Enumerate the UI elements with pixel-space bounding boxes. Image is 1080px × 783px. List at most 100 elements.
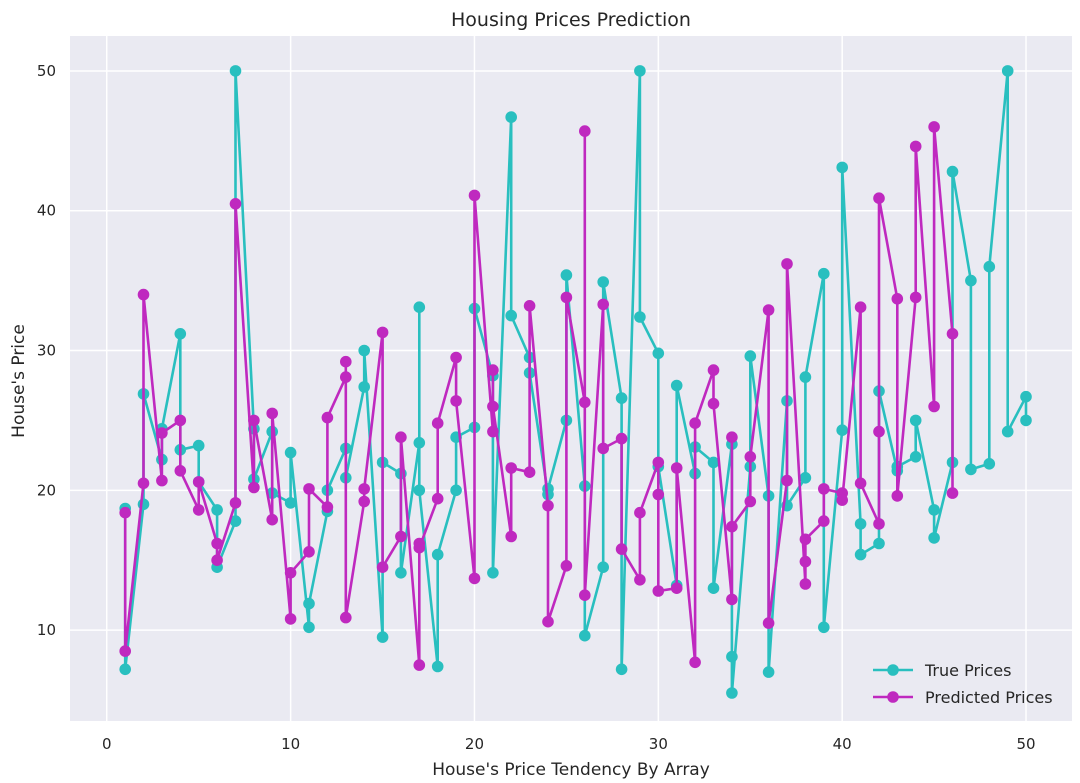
data-point	[854, 548, 867, 561]
data-point	[836, 161, 848, 174]
data-point	[468, 189, 481, 202]
data-point	[652, 347, 665, 360]
data-point	[854, 477, 867, 490]
data-point	[946, 165, 959, 178]
data-point	[615, 543, 628, 555]
data-point	[873, 192, 885, 204]
data-point	[689, 417, 701, 430]
data-point	[799, 472, 812, 484]
data-point	[597, 561, 609, 573]
data-point	[928, 532, 940, 544]
data-point	[928, 400, 940, 413]
data-point	[909, 140, 922, 153]
x-tick-label: 30	[649, 735, 668, 753]
data-point	[560, 269, 573, 281]
y-tick-label: 40	[37, 202, 56, 220]
data-point	[615, 432, 628, 445]
data-point	[229, 198, 242, 210]
data-point	[799, 371, 812, 383]
data-point	[634, 574, 646, 586]
data-point	[726, 650, 738, 663]
data-point	[192, 504, 205, 516]
data-point	[744, 350, 757, 362]
data-point	[284, 446, 297, 459]
data-point	[891, 490, 904, 502]
y-tick-label: 50	[37, 62, 56, 80]
data-point	[358, 381, 371, 393]
data-point	[431, 548, 444, 561]
data-point	[634, 311, 646, 323]
data-point	[726, 431, 738, 444]
data-point	[248, 481, 260, 494]
data-point	[707, 364, 720, 376]
data-point	[597, 298, 609, 311]
data-point	[395, 431, 407, 444]
data-point	[542, 499, 554, 512]
data-point	[615, 392, 628, 404]
data-point	[266, 407, 279, 420]
data-point	[579, 589, 591, 601]
data-point	[487, 400, 499, 413]
data-point	[156, 474, 168, 487]
data-point	[946, 487, 959, 499]
x-tick-label: 20	[465, 735, 484, 753]
data-point	[928, 504, 940, 516]
data-point	[799, 578, 812, 590]
data-point	[523, 466, 536, 479]
data-point	[1020, 414, 1032, 427]
data-point	[652, 585, 665, 597]
data-point	[340, 371, 352, 383]
data-point	[413, 301, 426, 314]
data-point	[873, 518, 885, 530]
y-axis-label: House's Price	[9, 324, 29, 438]
data-point	[284, 613, 297, 625]
y-tick-label: 30	[37, 342, 56, 360]
data-point	[248, 414, 260, 427]
data-point	[836, 494, 848, 506]
data-point	[431, 492, 444, 505]
data-point	[707, 397, 720, 410]
data-point	[266, 513, 279, 526]
legend-marker	[887, 664, 899, 676]
data-point	[468, 572, 481, 585]
data-point	[229, 497, 242, 509]
data-point	[284, 567, 297, 579]
data-point	[799, 533, 812, 546]
data-point	[873, 537, 885, 550]
legend-label: Predicted Prices	[925, 688, 1053, 707]
y-tick-label: 10	[37, 621, 56, 639]
data-point	[873, 425, 885, 438]
data-point	[726, 687, 738, 699]
data-point	[652, 488, 665, 501]
data-point	[652, 456, 665, 469]
data-point	[413, 541, 426, 554]
x-tick-label: 10	[281, 735, 300, 753]
x-tick-label: 0	[102, 735, 112, 753]
data-point	[891, 293, 904, 305]
data-point	[560, 291, 573, 304]
data-point	[818, 267, 830, 280]
y-axis-ticks: 10 20 30 40 50	[37, 62, 56, 639]
data-point	[303, 546, 315, 558]
data-point	[560, 560, 573, 572]
data-point	[781, 474, 793, 487]
data-point	[137, 288, 150, 301]
data-point	[229, 65, 242, 77]
data-point	[836, 424, 848, 437]
data-point	[174, 465, 187, 477]
data-point	[303, 483, 315, 495]
data-point	[597, 276, 609, 288]
x-axis-ticks: 0 10 20 30 40 50	[102, 735, 1036, 753]
data-point	[119, 645, 131, 657]
data-point	[211, 537, 223, 550]
data-point	[818, 483, 830, 495]
data-point	[1020, 390, 1032, 403]
data-point	[744, 495, 757, 508]
data-point	[781, 258, 793, 270]
data-point	[854, 301, 867, 314]
x-tick-label: 50	[1016, 735, 1035, 753]
data-point	[634, 506, 646, 519]
data-point	[413, 484, 426, 497]
data-point	[450, 484, 462, 497]
